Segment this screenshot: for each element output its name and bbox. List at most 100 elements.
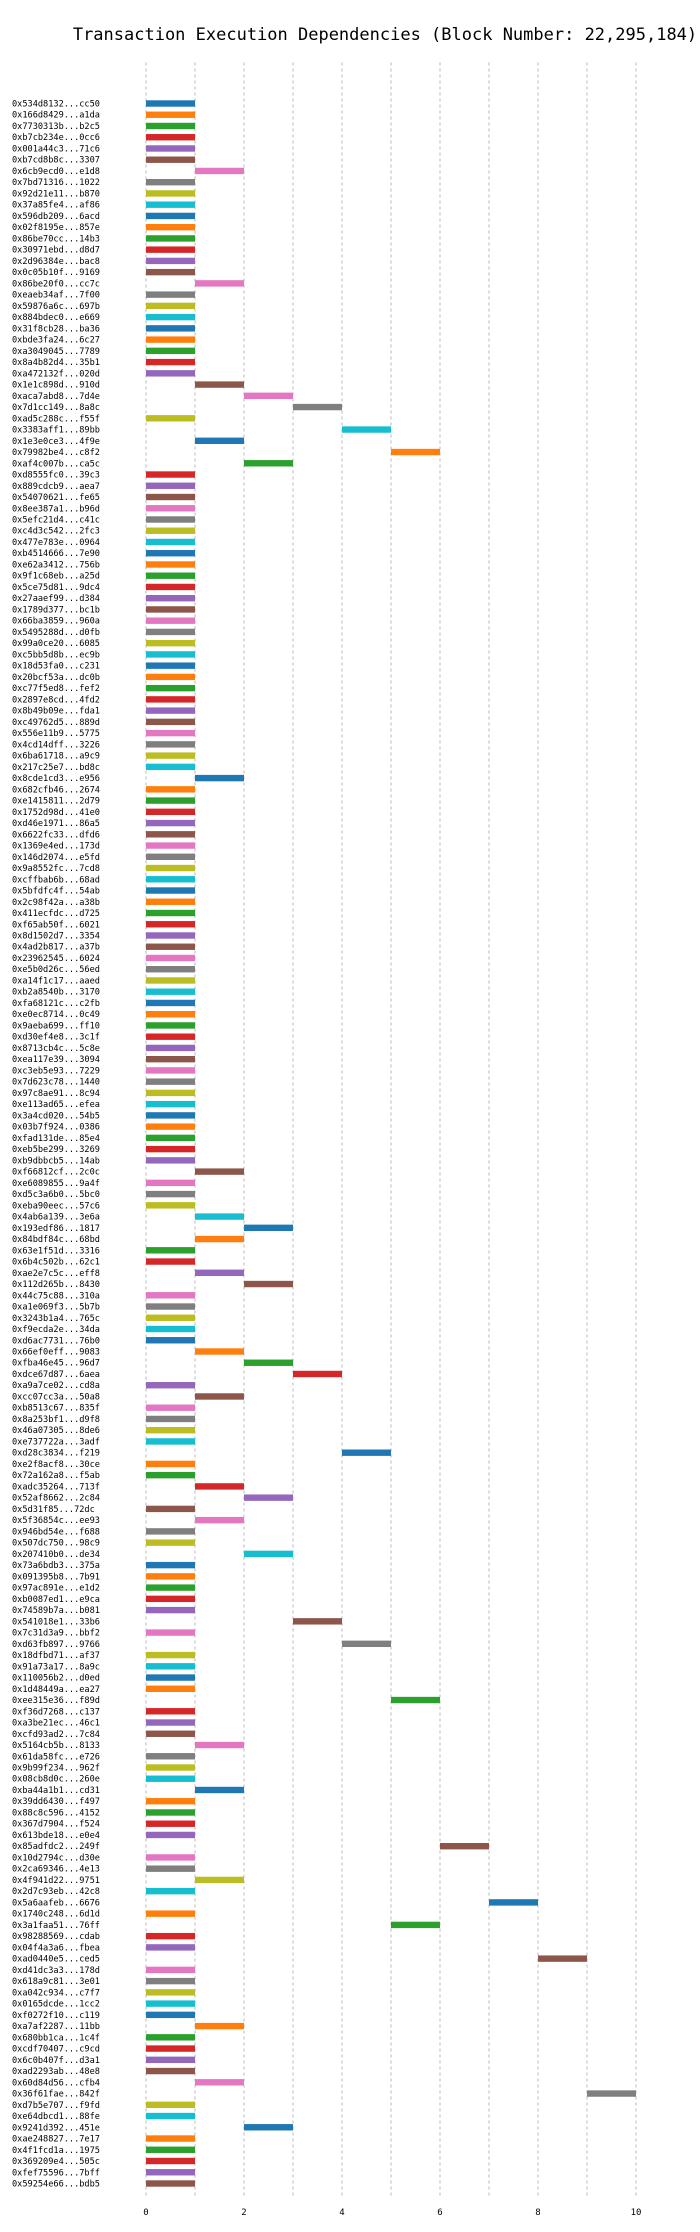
bar-143 [146, 1708, 195, 1715]
bar-76 [146, 954, 195, 962]
bar-2 [146, 122, 195, 130]
y-tick-label: 0x84bdf84c...68bd [12, 1235, 100, 1245]
bar-67 [146, 853, 195, 860]
y-tick-label: 0x6c0b407f...d3a1 [12, 2056, 100, 2066]
bar-162 [391, 1921, 440, 1929]
x-tick-label: 4 [339, 2208, 344, 2218]
bar-109 [146, 1325, 195, 1333]
bar-111 [195, 1348, 244, 1355]
y-tick-label: 0x8d1502d7...3354 [12, 932, 100, 942]
bar-101 [195, 1235, 244, 1243]
bar-33 [146, 471, 195, 478]
bar-17 [146, 291, 195, 298]
y-tick-label: 0x8a4b82d4...35b1 [12, 358, 100, 368]
bar-91 [146, 1123, 195, 1130]
bar-156 [146, 1854, 195, 1861]
bar-119 [146, 1438, 195, 1445]
bar-6 [195, 167, 244, 175]
bar-168 [146, 1989, 195, 1996]
y-tick-label: 0xe6089855...9a4f [12, 1179, 100, 1189]
y-tick-label: 0x9241d392...451e [12, 2123, 100, 2133]
bar-56 [146, 729, 195, 737]
bar-74 [146, 932, 195, 939]
x-tick-label: 10 [631, 2208, 642, 2218]
y-tick-label: 0xc49762d5...889d [12, 718, 100, 728]
y-tick-label: 0xb4514666...7e90 [12, 549, 100, 559]
y-tick-label: 0x682cfb46...2674 [12, 785, 100, 795]
y-tick-label: 0xad5c288c...f55f [12, 414, 100, 424]
y-tick-label: 0x99a0ce20...6085 [12, 639, 100, 649]
bar-164 [146, 1944, 195, 1951]
y-tick-label: 0x4f1fcd1a...1975 [12, 2146, 100, 2156]
y-tick-label: 0x85adfdc2...249f [12, 1842, 100, 1852]
y-tick-label: 0x6cb9ecd0...e1d8 [12, 167, 100, 177]
y-tick-label: 0xea117e39...3094 [12, 1055, 100, 1065]
bar-133 [146, 1595, 195, 1603]
bar-105 [244, 1280, 293, 1288]
y-tick-label: 0xe1415811...2d79 [12, 797, 100, 807]
y-tick-label: 0x2897e8cd...4fd2 [12, 695, 100, 705]
bar-0 [146, 100, 195, 107]
y-tick-label: 0x1369e4ed...173d [12, 842, 100, 852]
y-tick-label: 0x61da58fc...e726 [12, 1752, 100, 1762]
y-tick-label: 0x7730313b...b2c5 [12, 122, 100, 132]
y-tick-labels: 0x534d8132...cc500x166d8429...a1da0x7730… [12, 100, 100, 2190]
bar-87 [146, 1078, 195, 1085]
y-tick-label: 0xaf4c007b...ca5c [12, 459, 100, 469]
bar-154 [146, 1831, 195, 1839]
bar-124 [244, 1494, 293, 1501]
bar-39 [146, 538, 195, 546]
y-tick-label: 0x166d8429...a1da [12, 111, 100, 121]
bar-24 [146, 370, 195, 377]
y-tick-label: 0x207410b0...de34 [12, 1550, 100, 1560]
y-tick-label: 0x31f8cb28...ba36 [12, 324, 100, 334]
y-tick-label: 0x1e3e0ce3...4f9e [12, 437, 100, 447]
y-tick-label: 0x001a44c3...71c6 [12, 144, 100, 154]
y-tick-label: 0xbde3fa24...6c27 [12, 336, 100, 346]
y-tick-label: 0x2d96384e...bac8 [12, 257, 100, 267]
bar-65 [146, 831, 195, 838]
y-tick-label: 0x541018e1...33b6 [12, 1617, 100, 1627]
y-tick-label: 0x3a4cd020...54b5 [12, 1111, 100, 1121]
bar-94 [146, 1157, 195, 1164]
bar-75 [146, 943, 195, 950]
bar-107 [146, 1303, 195, 1310]
x-tick-label: 0 [143, 2208, 148, 2218]
y-tick-label: 0xc77f5ed8...fef2 [12, 684, 100, 694]
bar-30 [195, 437, 244, 444]
bar-79 [146, 988, 195, 995]
bar-99 [195, 1213, 244, 1220]
bar-98 [146, 1202, 195, 1209]
bar-100 [244, 1224, 293, 1232]
bar-185 [146, 2180, 195, 2187]
y-tick-label: 0x556e11b9...5775 [12, 729, 100, 739]
bar-68 [146, 864, 195, 872]
y-tick-label: 0xe113ad65...efea [12, 1100, 100, 1110]
bar-173 [146, 2045, 195, 2052]
y-tick-label: 0x3243b1a4...765c [12, 1314, 100, 1324]
bar-174 [146, 2056, 195, 2064]
bar-121 [146, 1460, 195, 1468]
y-tick-label: 0x2c98f42a...a38b [12, 898, 100, 908]
y-tick-label: 0xc3eb5e93...7229 [12, 1066, 100, 1076]
bar-62 [146, 797, 195, 804]
bar-126 [195, 1516, 244, 1524]
bar-3 [146, 134, 195, 141]
y-tick-label: 0x10d2794c...d30e [12, 1853, 100, 1863]
bar-128 [146, 1539, 195, 1546]
y-tick-label: 0x3a1faa51...76ff [12, 1921, 100, 1931]
bar-116 [146, 1404, 195, 1411]
bar-118 [146, 1427, 195, 1434]
y-tick-label: 0xa042c934...c7f7 [12, 1988, 100, 1998]
bar-84 [146, 1044, 195, 1052]
y-tick-label: 0xb7cb234e...0cc6 [12, 133, 100, 143]
bar-134 [146, 1606, 195, 1614]
bar-27 [293, 403, 342, 411]
bar-60 [195, 774, 244, 782]
y-tick-label: 0x477e783e...0964 [12, 538, 100, 548]
y-tick-label: 0xad2293ab...48e8 [12, 2067, 100, 2077]
bar-114 [146, 1382, 195, 1389]
bar-53 [146, 696, 195, 703]
y-tick-label: 0x74589b7a...b081 [12, 1606, 100, 1616]
bar-123 [195, 1483, 244, 1490]
